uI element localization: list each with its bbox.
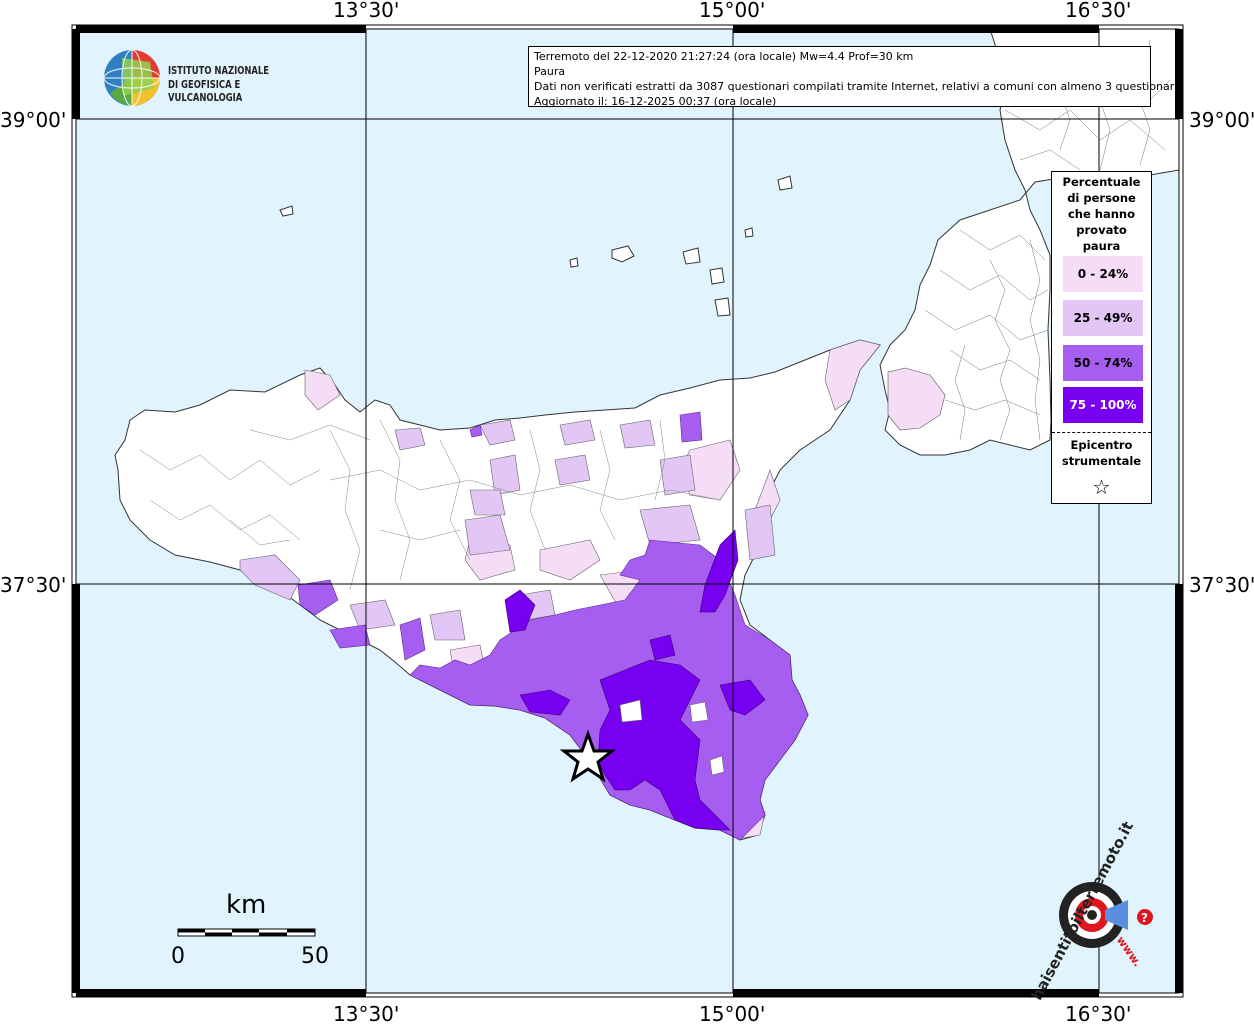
header-line-3: Dati non verificati estratti da 3087 que… bbox=[534, 80, 1181, 93]
epicenter-star bbox=[559, 729, 617, 783]
legend: Percentuale di persone che hanno provato… bbox=[1051, 171, 1152, 504]
legend-title-line: di persone bbox=[1067, 191, 1136, 205]
svg-text:?: ? bbox=[1141, 911, 1148, 925]
scale-bar bbox=[177, 928, 316, 937]
header-line-1: Terremoto del 22-12-2020 21:27:24 (ora l… bbox=[534, 50, 914, 63]
islands bbox=[279, 175, 793, 317]
legend-star-icon: ☆ bbox=[1092, 475, 1111, 499]
legend-class-25-49: 25 - 49% bbox=[1063, 300, 1143, 336]
legend-class-75-100: 75 - 100% bbox=[1063, 387, 1143, 423]
institute-line1: ISTITUTO NAZIONALE bbox=[168, 64, 270, 77]
legend-epicenter-line: strumentale bbox=[1061, 454, 1142, 468]
legend-class-50-74: 50 - 74% bbox=[1063, 345, 1143, 381]
lon-label-bottom-2: 15°00' bbox=[699, 1002, 766, 1026]
lat-label-left-1: 39°00' bbox=[0, 108, 67, 132]
no-data-munis bbox=[619, 699, 725, 776]
legend-title-line: che hanno bbox=[1067, 207, 1136, 221]
lat-label-right-1: 39°00' bbox=[1189, 108, 1254, 132]
lat-label-right-2: 37°30' bbox=[1189, 573, 1254, 597]
lat-label-left-2: 37°30' bbox=[0, 573, 67, 597]
scale-max: 50 bbox=[301, 944, 329, 969]
ingv-logo: ISTITUTO NAZIONALE DI GEOFISICA E VULCAN… bbox=[102, 48, 322, 108]
hst-logo: ? bbox=[1059, 882, 1153, 948]
legend-separator bbox=[1052, 432, 1151, 433]
sicily-muni-lines bbox=[139, 419, 721, 591]
lon-label-top-2: 15°00' bbox=[699, 0, 766, 22]
header-info: Terremoto del 22-12-2020 21:27:24 (ora l… bbox=[528, 46, 1181, 108]
legend-class-0-24: 0 - 24% bbox=[1063, 256, 1143, 292]
legend-epicenter-label: Epicentro strumentale bbox=[1052, 437, 1151, 469]
legend-title-line: provato bbox=[1076, 223, 1127, 237]
legend-epicenter-line: Epicentro bbox=[1070, 438, 1133, 452]
lon-label-bottom-3: 16°30' bbox=[1065, 1002, 1132, 1026]
lon-label-top-3: 16°30' bbox=[1065, 0, 1132, 22]
calabria-land bbox=[879, 28, 1180, 456]
header-line-4: Aggiornato il: 16-12-2025 00:37 (ora loc… bbox=[534, 95, 777, 108]
scale-unit: km bbox=[226, 890, 267, 920]
legend-title-line: paura bbox=[1082, 239, 1121, 253]
lon-label-bottom-1: 13°30' bbox=[333, 1002, 400, 1026]
calabria-muni bbox=[887, 367, 946, 431]
globe-icon bbox=[103, 49, 161, 107]
map-frame bbox=[71, 24, 1184, 998]
scale-min: 0 bbox=[171, 944, 185, 969]
institute-line2: DI GEOFISICA E VULCANOLOGIA bbox=[168, 78, 243, 104]
header-line-2: Paura bbox=[534, 65, 566, 78]
legend-title-line: Percentuale bbox=[1062, 175, 1141, 189]
lon-label-top-1: 13°30' bbox=[333, 0, 400, 22]
legend-title: Percentuale di persone che hanno provato… bbox=[1052, 174, 1151, 254]
